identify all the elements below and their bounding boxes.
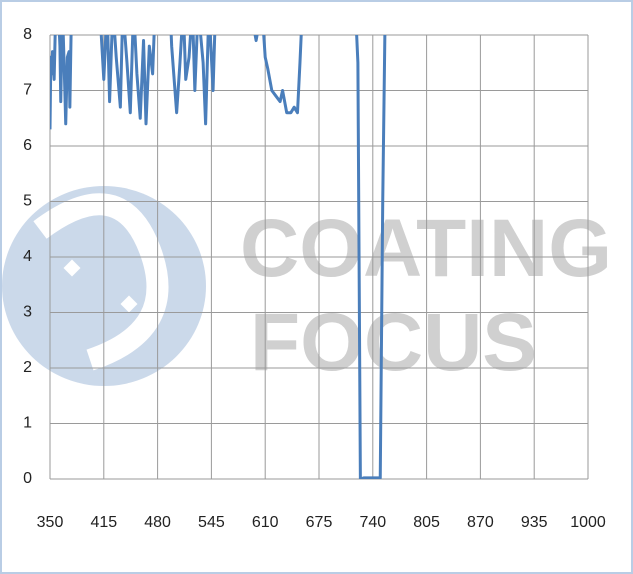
x-tick-label: 480 [144, 514, 171, 531]
y-tick-label: 2 [23, 359, 32, 376]
plot-area [50, 35, 387, 479]
x-tick-label: 350 [37, 514, 64, 531]
x-tick-label: 805 [413, 514, 440, 531]
y-tick-label: 3 [23, 304, 32, 321]
x-tick-label: 675 [306, 514, 333, 531]
data-line [50, 35, 387, 479]
x-tick-label: 870 [467, 514, 494, 531]
x-tick-label: 545 [198, 514, 225, 531]
x-tick-label: 935 [521, 514, 548, 531]
y-tick-label: 7 [23, 82, 32, 99]
x-tick-label: 610 [252, 514, 279, 531]
x-tick-label: 415 [90, 514, 117, 531]
x-tick-label: 1000 [570, 514, 606, 531]
y-tick-label: 5 [23, 193, 32, 210]
y-tick-label: 4 [23, 248, 32, 265]
y-tick-label: 1 [23, 415, 32, 432]
watermark: COATING [240, 203, 612, 294]
y-tick-label: 0 [23, 470, 32, 487]
y-tick-label: 6 [23, 137, 32, 154]
y-tick-label: 8 [23, 26, 32, 43]
watermark: FOCUS [250, 297, 537, 388]
x-tick-label: 740 [359, 514, 386, 531]
